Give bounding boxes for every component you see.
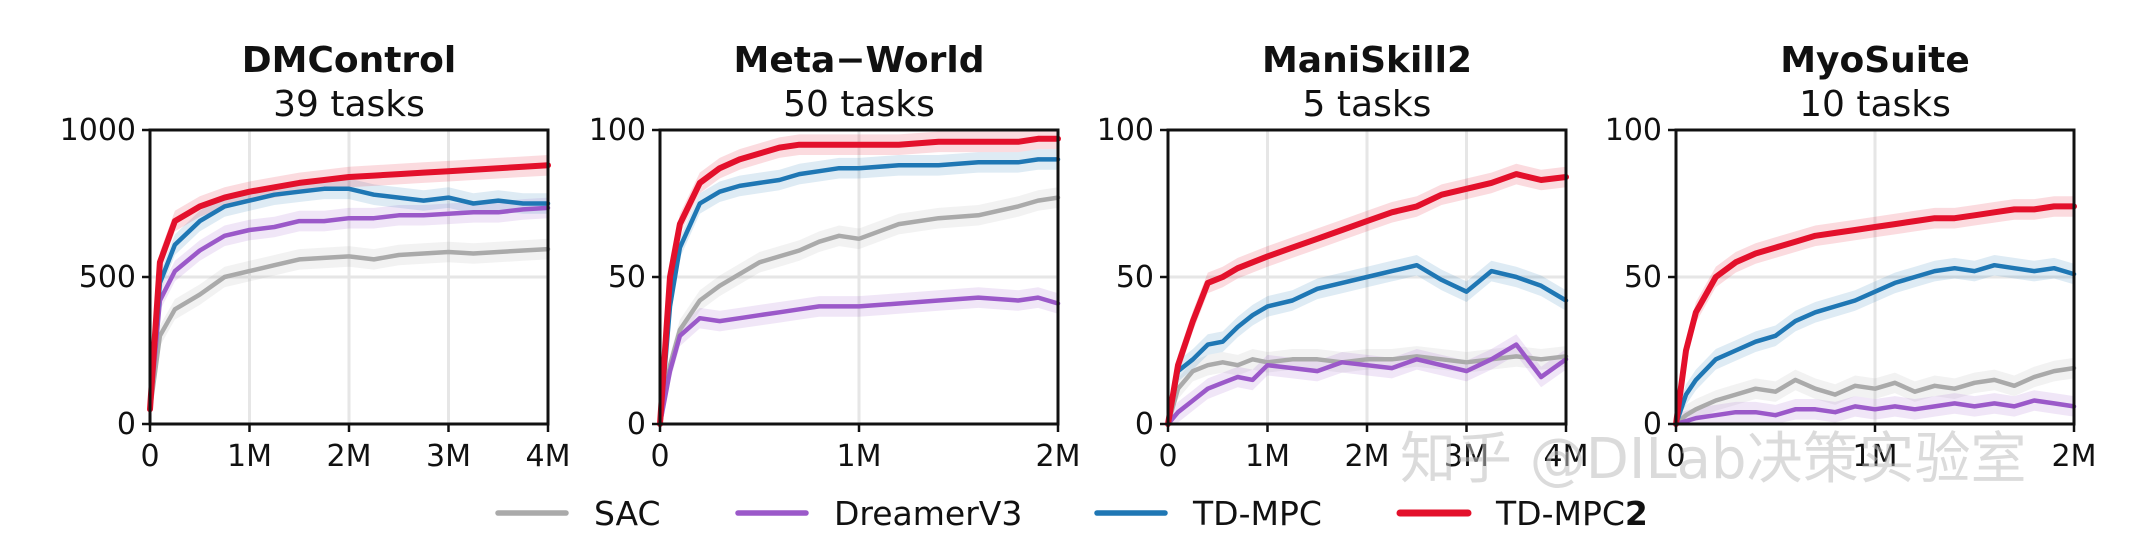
legend-label-2: DreamerV3 — [834, 494, 1022, 533]
x-tick-label: 2M — [1036, 439, 1081, 474]
watermark-text: 知乎 @DILab决策实验室 — [1400, 427, 2027, 492]
series-line-sac — [657, 195, 1061, 427]
y-tick-label: 50 — [1624, 260, 1662, 295]
chart-title: ManiSkill2 — [1262, 40, 1472, 81]
y-tick-label: 0 — [117, 407, 136, 442]
series-line-dreamerv3 — [147, 205, 551, 412]
legend-label-text: TD-MPC — [1495, 494, 1625, 533]
chart-subtitle: 10 tasks — [1799, 84, 1951, 125]
legend: SAC DreamerV3 TD-MPC TD-MPC2 — [495, 494, 1648, 533]
series-band-sac — [1676, 357, 2074, 424]
x-tick-label: 0 — [650, 439, 669, 474]
series-line-dreamerv3 — [1165, 342, 1569, 427]
legend-label-4: TD-MPC2 — [1495, 494, 1648, 533]
y-tick-label: 1000 — [60, 113, 136, 148]
x-tick-label: 2M — [327, 439, 372, 474]
y-tick-label: 50 — [1116, 260, 1154, 295]
x-tick-label: 0 — [1666, 439, 1685, 474]
series-line-td-mpc2 — [1165, 171, 1569, 427]
series-line-td-mpc — [1673, 262, 2077, 427]
legend-label-text: TD-MPC — [1192, 494, 1322, 533]
series-band-dreamerv3 — [150, 197, 548, 420]
x-tick-label: 1M — [1853, 439, 1898, 474]
series-band-td-mpc2 — [1168, 163, 1566, 425]
series-line-dreamerv3 — [657, 295, 1061, 427]
x-tick-label: 1M — [227, 439, 272, 474]
x-tick-label: 2M — [2052, 439, 2097, 474]
y-tick-label: 0 — [627, 407, 646, 442]
series-line-sac — [1673, 365, 2077, 427]
y-tick-label: 100 — [1605, 113, 1662, 148]
chart-title: DMControl — [242, 40, 457, 81]
series-line-td-mpc — [147, 186, 551, 412]
x-tick-label: 1M — [837, 439, 882, 474]
y-tick-label: 0 — [1135, 407, 1154, 442]
chart-subtitle: 39 tasks — [273, 84, 425, 125]
x-tick-label: 3M — [1444, 439, 1489, 474]
y-tick-label: 100 — [589, 113, 646, 148]
legend-label-1: SAC — [594, 494, 661, 533]
series-band-td-mpc — [1168, 255, 1566, 424]
series-band-sac — [150, 238, 548, 420]
chart-subtitle: 50 tasks — [783, 84, 935, 125]
series-line-sac — [147, 246, 551, 412]
chart-subtitle: 5 tasks — [1303, 84, 1432, 125]
chart-title: Meta−World — [734, 40, 985, 81]
series-line-td-mpc2 — [1673, 203, 2077, 427]
series-band-dreamerv3 — [660, 287, 1058, 424]
series-line-td-mpc — [1165, 262, 1569, 427]
y-tick-label: 0 — [1643, 407, 1662, 442]
legend-label-text: DreamerV3 — [834, 494, 1022, 533]
legend-label-suffix: 2 — [1625, 494, 1648, 533]
y-tick-label: 50 — [608, 260, 646, 295]
series-band-td-mpc2 — [1676, 196, 2074, 424]
x-tick-label: 4M — [1544, 439, 1589, 474]
chart-title: MyoSuite — [1780, 40, 1970, 81]
series-line-td-mpc2 — [657, 135, 1061, 427]
x-tick-label: 0 — [1158, 439, 1177, 474]
x-tick-label: 2M — [1345, 439, 1390, 474]
y-tick-label: 500 — [79, 260, 136, 295]
series-band-sac — [660, 187, 1058, 424]
x-tick-label: 1M — [1245, 439, 1290, 474]
series-line-td-mpc — [657, 157, 1061, 427]
x-tick-label: 4M — [526, 439, 571, 474]
series-line-td-mpc2 — [147, 162, 551, 413]
series-band-dreamerv3 — [1168, 334, 1566, 424]
legend-label-3: TD-MPC — [1192, 494, 1322, 533]
x-tick-label: 3M — [426, 439, 471, 474]
x-tick-label: 0 — [140, 439, 159, 474]
legend-label-text: SAC — [594, 494, 661, 533]
y-tick-label: 100 — [1097, 113, 1154, 148]
series-line-dreamerv3 — [1673, 398, 2077, 427]
